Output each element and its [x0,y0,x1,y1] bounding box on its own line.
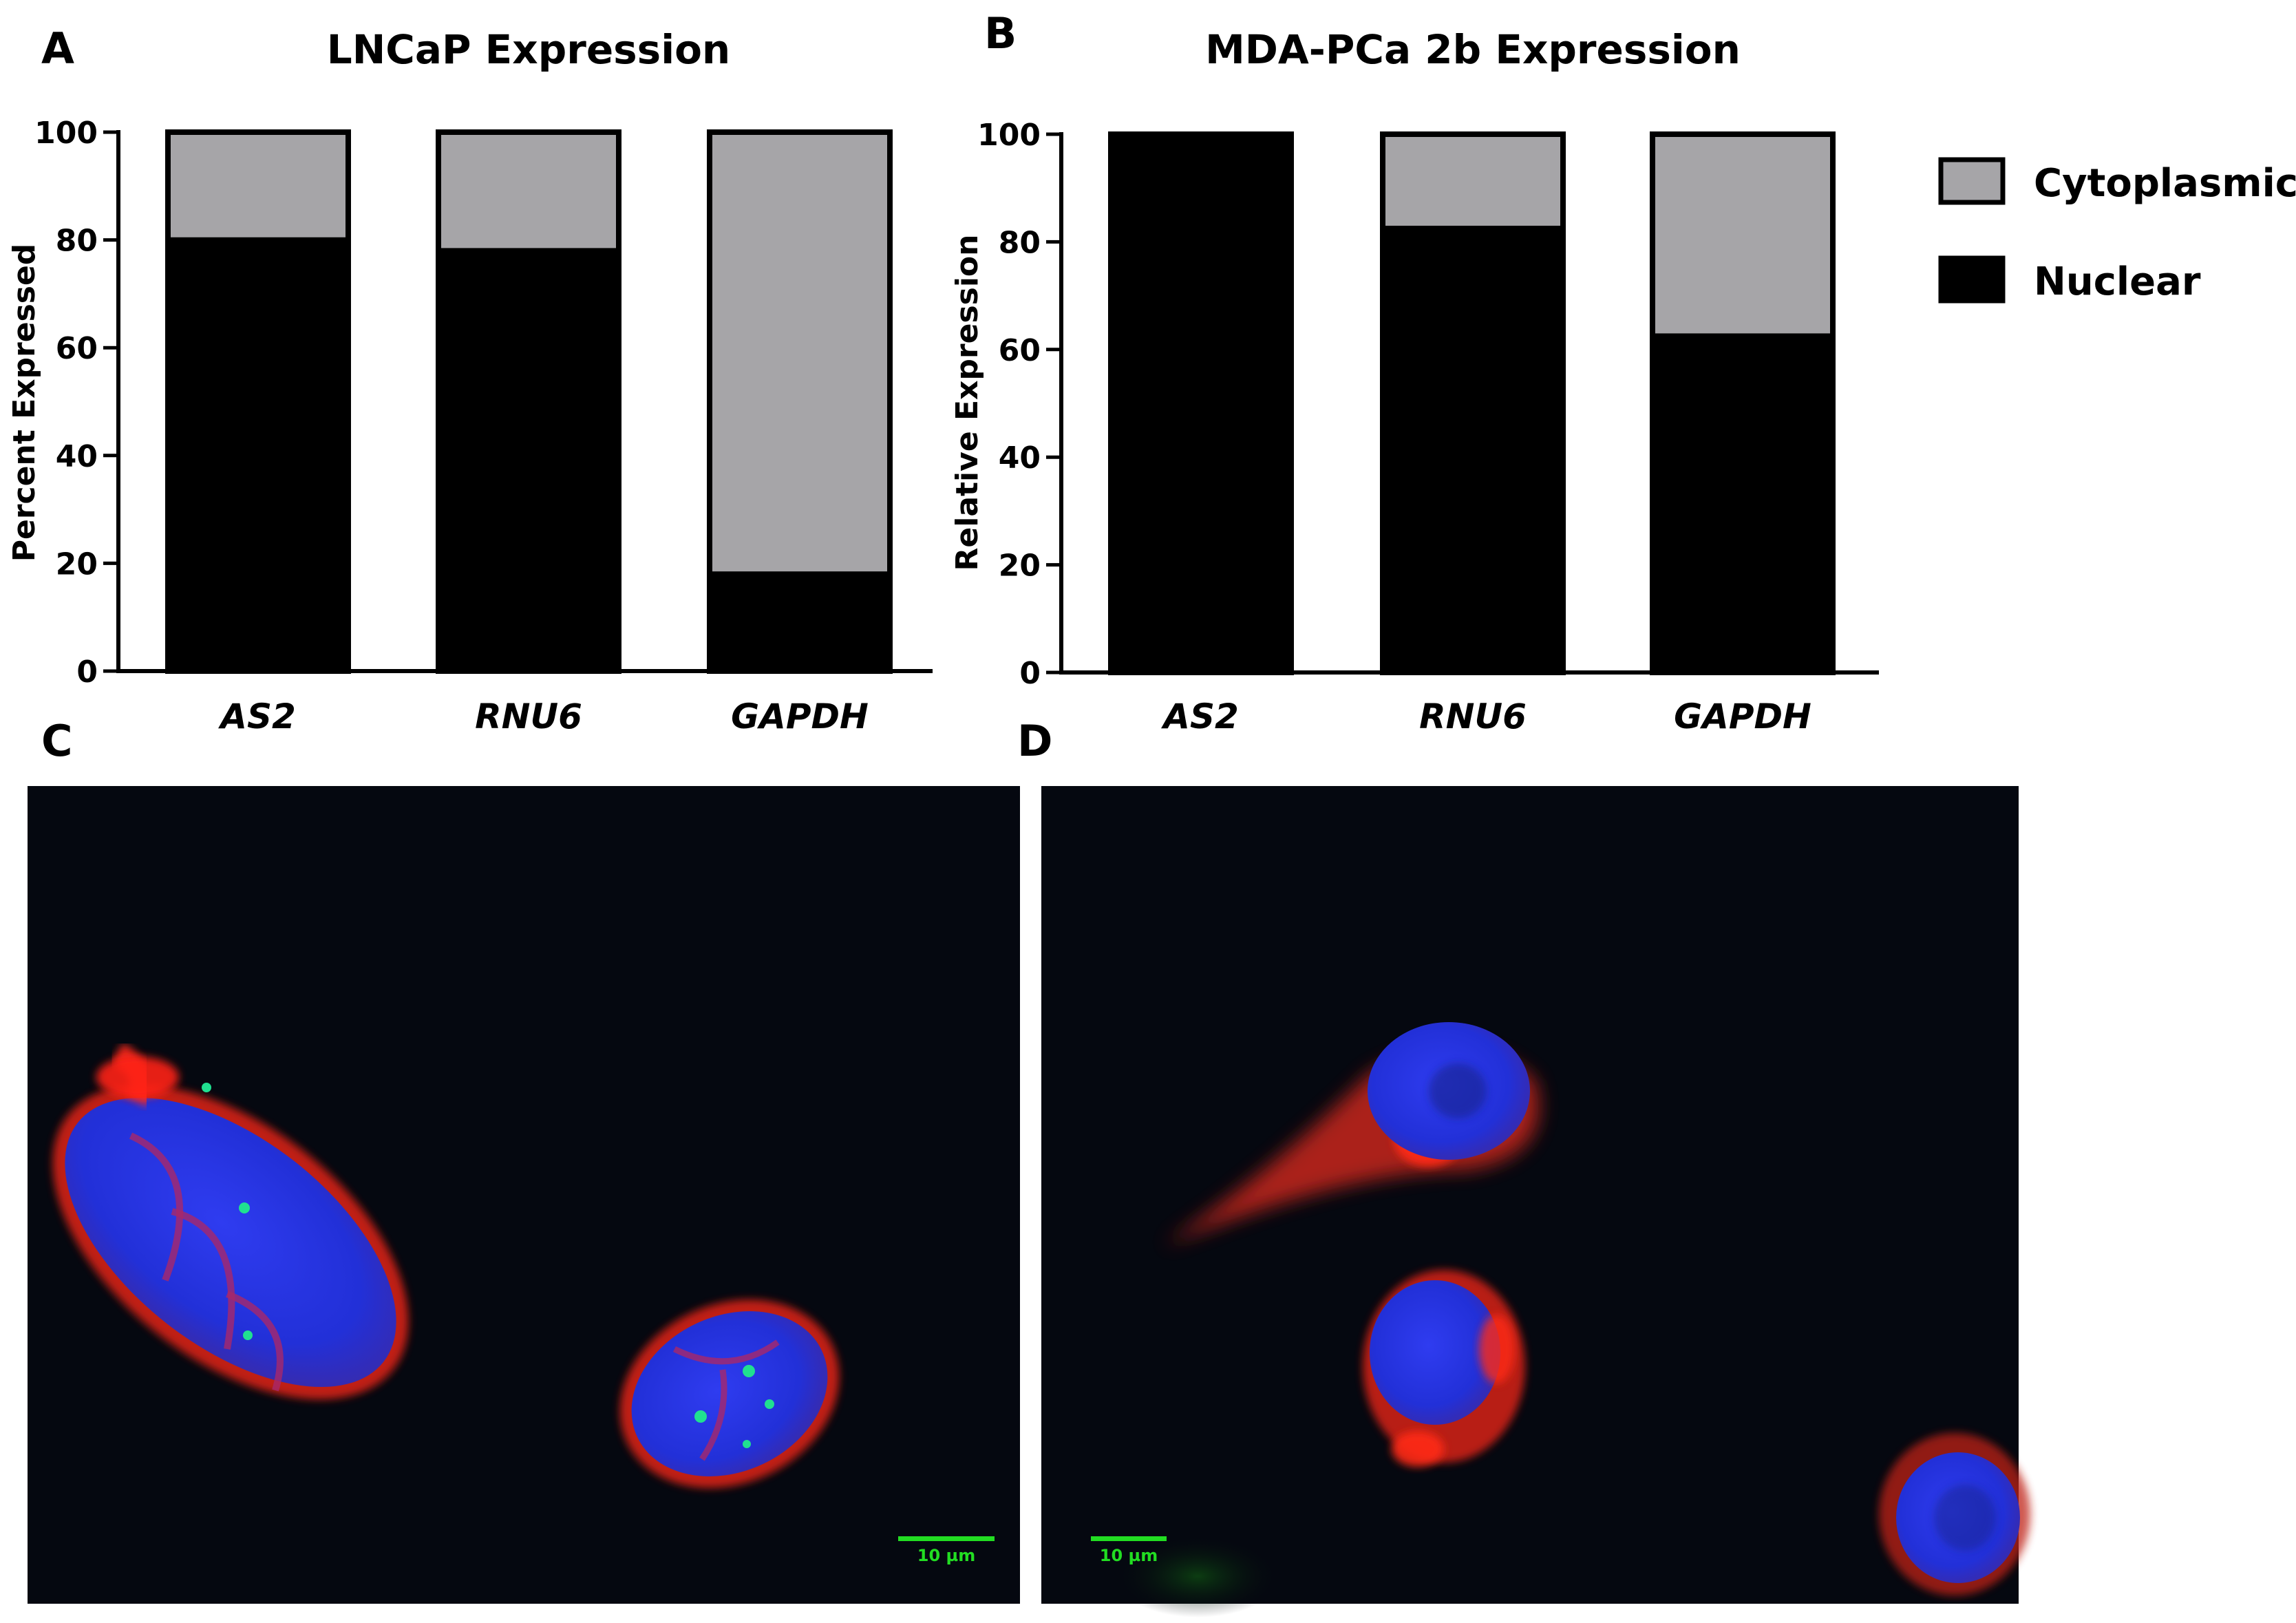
x-label-rnu6: RNU6 [1419,697,1527,736]
charta-ytick-label: 40 [56,439,98,474]
micrograph-d-background [1041,786,2019,1604]
x-label-as2: AS2 [217,697,296,736]
cell-round-corner [1879,1433,2030,1595]
x-label-gapdh: GAPDH [731,697,869,736]
panel-b: B MDA-PCa 2b Expression Relative Express… [950,8,1879,736]
panel-c: C [28,716,1020,1604]
bar-as2-nuclear [1111,134,1291,672]
chart-a-title: LNCaP Expression [327,26,730,73]
legend-label-nuclear: Nuclear [2034,259,2201,304]
bar-gapdh-cytoplasmic [710,132,890,572]
panel-b-letter: B [984,8,1017,59]
scalebar-d [1091,1536,1167,1541]
panel-a: A LNCaP Expression Percent Expressed 0 20… [7,23,933,736]
bar-rnu6-nuclear [1383,225,1563,672]
legend-swatch-nuclear [1938,255,2006,304]
legend-swatch-cytoplasmic [1938,157,2006,205]
charta-ytick-label: 80 [56,224,98,259]
cell-round-center [1363,1270,1525,1467]
legend-label-cytoplasmic: Cytoplasmic [2034,161,2296,206]
charta-ytick-label: 20 [56,547,98,582]
chartb-ytick-label: 80 [999,225,1041,260]
panel-a-letter: A [41,23,74,74]
bar-as2-cytoplasmic [168,132,348,237]
bar-gapdh-cytoplasmic [1652,134,1833,334]
bar-gapdh-nuclear [1652,333,1833,672]
chart-b-ylabel: Relative Expression [950,235,985,571]
chart-b-title: MDA-PCa 2b Expression [1205,26,1741,73]
chartb-ytick-label: 100 [977,118,1041,153]
scalebar-c [898,1536,995,1541]
chart-b-axes [1059,132,1879,675]
x-label-rnu6: RNU6 [475,697,582,736]
x-label-gapdh: GAPDH [1674,697,1811,736]
chart-a-x-labels: AS2 RNU6 GAPDH [217,697,869,736]
panel-d-letter: D [1017,716,1052,766]
scalebar-c-label: 10 µm [917,1546,975,1565]
chartb-ytick-label: 20 [999,549,1041,584]
bar-rnu6-cytoplasmic [1383,134,1563,226]
bar-as2-nuclear [168,237,348,671]
chart-a-axes [116,130,933,673]
cell-cluster-right [619,1300,840,1488]
chartb-ytick-label: 40 [999,441,1041,476]
legend: Cytoplasmic Nuclear [1938,157,2296,304]
chartb-ytick-label: 60 [999,333,1041,368]
bar-rnu6-cytoplasmic [438,132,619,248]
panel-c-letter: C [41,716,73,766]
charta-ytick-label: 60 [56,331,98,366]
bar-rnu6-nuclear [438,248,619,672]
chart-b-x-labels: AS2 RNU6 GAPDH [1160,697,1811,736]
cell-cluster-left [52,1043,409,1400]
chart-a-y-ticks: 0 20 40 60 80 100 [34,116,118,690]
chart-a-ylabel: Percent Expressed [7,244,42,562]
charta-ytick-label: 0 [76,655,98,690]
charta-ytick-label: 100 [34,116,98,151]
chart-b-bars [1108,131,1836,675]
chartb-ytick-label: 0 [1019,656,1041,691]
panel-d: D 10 µm [1017,716,2030,1617]
x-label-as2: AS2 [1160,697,1239,736]
bar-gapdh-nuclear [710,571,890,671]
scalebar-d-label: 10 µm [1100,1546,1158,1565]
chart-b-y-ticks: 0 20 40 60 80 100 [977,118,1061,691]
chart-a-bars [165,129,893,674]
cell-elongated [1163,1022,1539,1246]
